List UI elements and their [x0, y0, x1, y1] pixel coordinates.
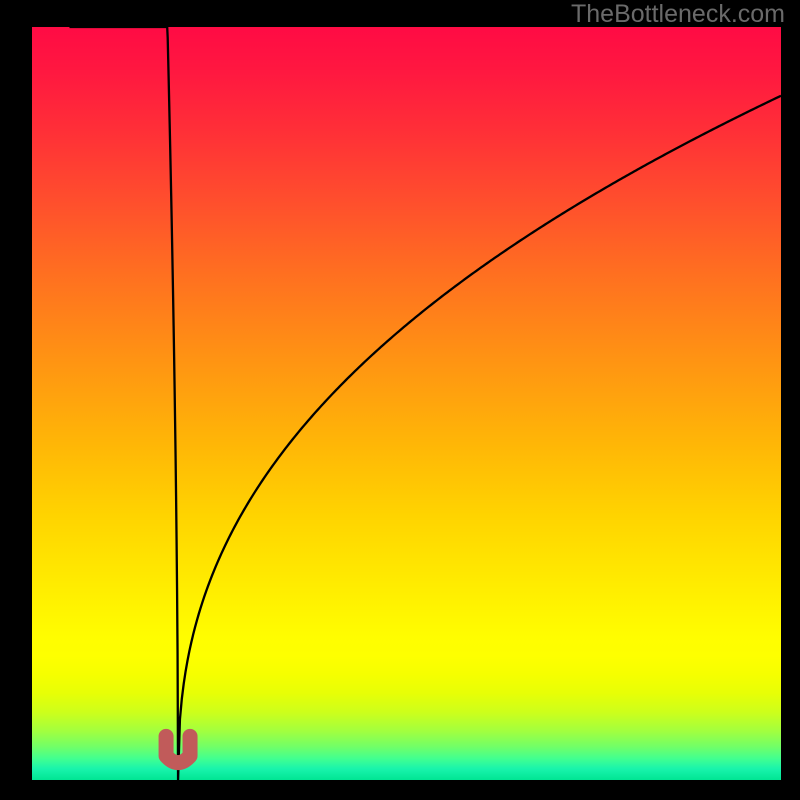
bottleneck-chart [0, 0, 800, 800]
gradient-background [32, 27, 781, 780]
watermark-text: TheBottleneck.com [571, 0, 785, 29]
